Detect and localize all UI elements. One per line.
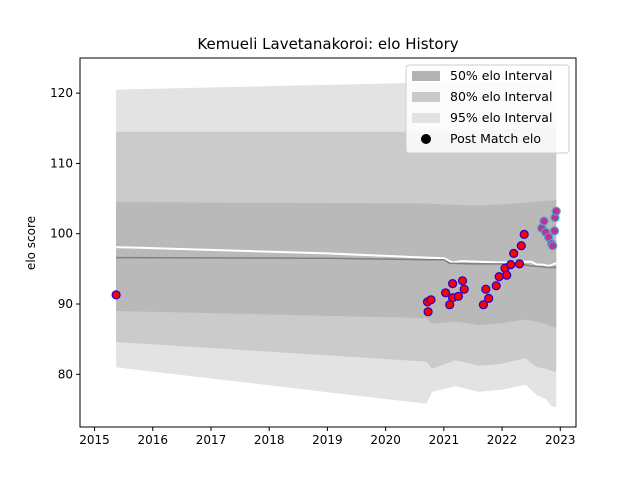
data-point <box>551 206 561 216</box>
plot-area <box>111 80 561 408</box>
legend-label: Post Match elo <box>450 131 541 146</box>
legend: 50% elo Interval 80% elo Interval 95% elo … <box>405 64 570 154</box>
data-point <box>441 288 451 298</box>
data-point <box>448 279 458 289</box>
data-point <box>484 293 494 303</box>
y-tick-label: 120 <box>50 86 73 100</box>
mean-line <box>116 246 557 268</box>
x-tick-label: 2018 <box>254 433 285 447</box>
legend-swatch <box>412 71 440 81</box>
axes: 2015 2016 2017 2018 2019 2020 2021 2022 2023 80 90… <box>50 86 575 447</box>
legend-label: 50% elo Interval <box>450 68 552 83</box>
data-point <box>457 276 468 286</box>
x-tick-label: 2017 <box>196 433 227 447</box>
chart-title: Kemueli Lavetanakoroi: elo History <box>197 35 458 53</box>
legend-label: 80% elo Interval <box>450 89 552 104</box>
x-tick-label: 2015 <box>79 433 110 447</box>
data-point <box>509 248 519 258</box>
data-point <box>549 226 560 236</box>
legend-marker <box>421 134 431 144</box>
data-point <box>423 307 433 317</box>
data-point <box>491 281 501 291</box>
x-tick-label: 2016 <box>137 433 168 447</box>
data-point <box>453 291 463 301</box>
data-point <box>459 284 469 294</box>
data-point <box>111 290 121 300</box>
x-tick-label: 2022 <box>487 433 518 447</box>
data-point <box>478 300 488 310</box>
data-point <box>519 229 529 239</box>
y-tick-label: 100 <box>50 227 73 241</box>
x-tick-label: 2020 <box>370 433 401 447</box>
y-axis-label: elo score <box>24 216 38 270</box>
legend-box <box>405 64 570 154</box>
data-point <box>494 272 504 282</box>
data-point <box>426 295 436 305</box>
axes-frame <box>79 57 577 428</box>
data-point <box>506 260 516 270</box>
data-point <box>548 241 558 251</box>
data-point <box>481 284 491 294</box>
legend-label: 95% elo Interval <box>450 110 552 125</box>
y-tick-label: 80 <box>58 367 73 381</box>
y-tick-label: 90 <box>58 297 73 311</box>
y-tick-label: 110 <box>50 156 73 170</box>
x-tick-label: 2019 <box>312 433 343 447</box>
legend-swatch <box>412 113 440 123</box>
legend-swatch <box>412 92 440 102</box>
median-line <box>116 256 557 269</box>
data-point <box>516 241 526 251</box>
data-point <box>502 270 512 280</box>
data-point <box>514 259 525 269</box>
x-tick-label: 2021 <box>429 433 460 447</box>
x-tick-label: 2023 <box>545 433 576 447</box>
data-point <box>539 216 549 226</box>
